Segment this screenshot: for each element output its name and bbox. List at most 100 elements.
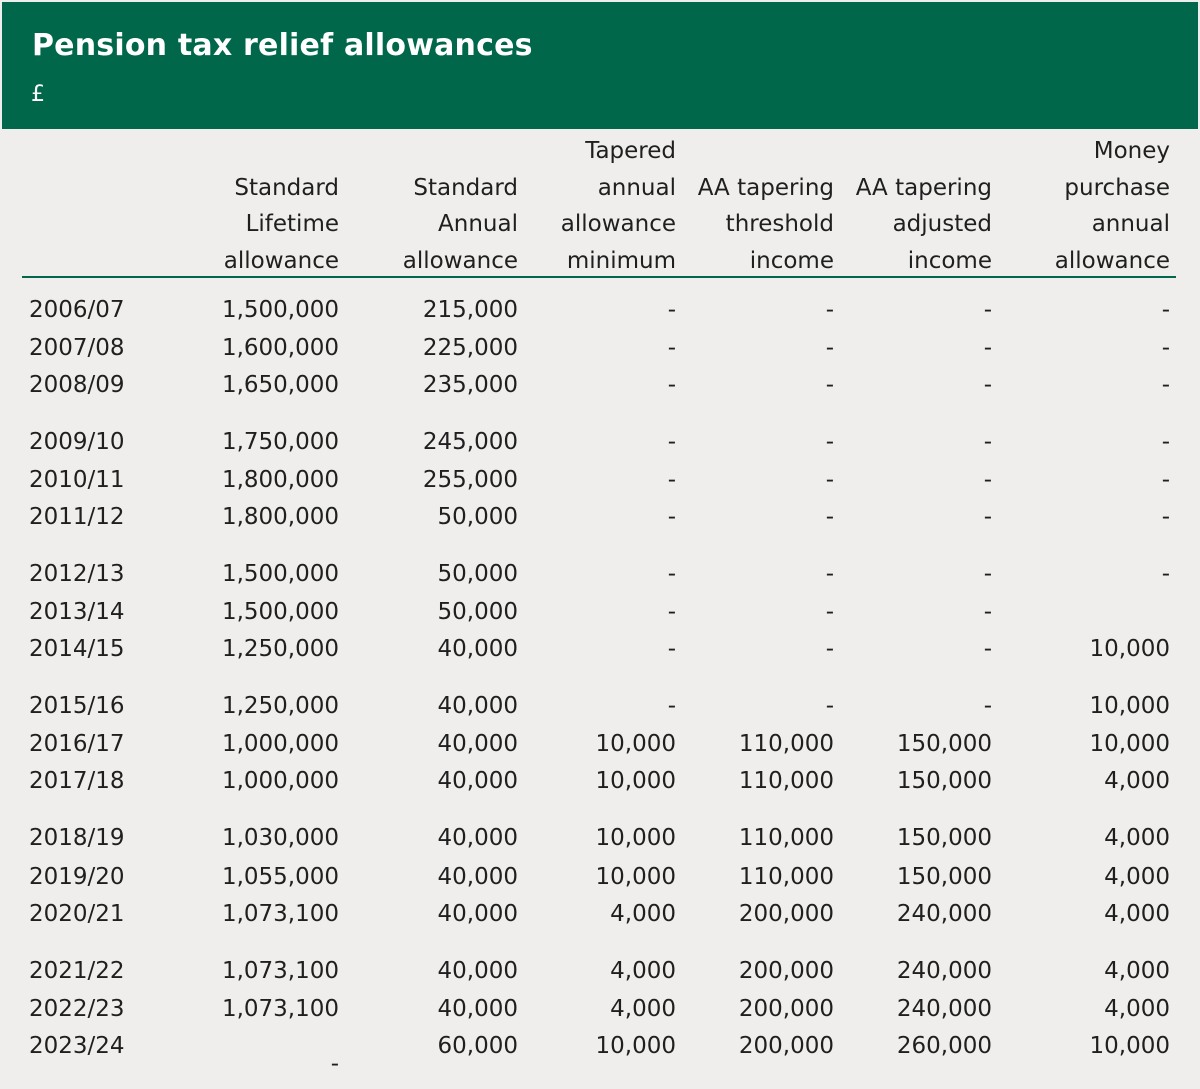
value-cell: 60,000 bbox=[437, 1033, 518, 1059]
column-header-line: minimum bbox=[566, 247, 676, 274]
year-cell: 2006/07 bbox=[29, 297, 125, 323]
value-cell: 40,000 bbox=[437, 825, 518, 851]
table-row: 2014/15 1,250,000 40,000 - - - 10,000 bbox=[0, 636, 1200, 673]
value-cell: 1,500,000 bbox=[221, 297, 339, 323]
value-cell: - bbox=[1161, 561, 1170, 587]
value-cell: 1,030,000 bbox=[221, 825, 339, 851]
column-header-line: annual bbox=[597, 174, 676, 201]
value-cell: 150,000 bbox=[896, 825, 992, 851]
value-cell: 150,000 bbox=[896, 864, 992, 890]
year-cell: 2011/12 bbox=[29, 504, 125, 530]
unit-label: £ bbox=[31, 82, 45, 107]
column-header-line: Tapered bbox=[585, 138, 676, 164]
value-cell: 10,000 bbox=[1089, 731, 1170, 757]
table-header-banner: Pension tax relief allowances £ bbox=[2, 2, 1198, 129]
value-cell: 1,800,000 bbox=[221, 504, 339, 530]
value-cell: 200,000 bbox=[738, 901, 834, 927]
value-cell: 1,600,000 bbox=[221, 335, 339, 361]
value-cell: 50,000 bbox=[437, 504, 518, 530]
column-header-line: annual bbox=[1091, 211, 1170, 237]
value-cell: - bbox=[667, 297, 676, 323]
table-row: 2020/21 1,073,100 40,000 4,000 200,000 240,00… bbox=[0, 901, 1200, 938]
value-cell: 150,000 bbox=[896, 768, 992, 794]
value-cell: 200,000 bbox=[738, 1033, 834, 1059]
value-cell: 200,000 bbox=[738, 958, 834, 984]
value-cell: - bbox=[825, 429, 834, 455]
value-cell: 40,000 bbox=[437, 864, 518, 890]
value-cell: 10,000 bbox=[595, 731, 676, 757]
value-cell: 10,000 bbox=[595, 825, 676, 851]
year-cell: 2019/20 bbox=[29, 864, 125, 890]
value-cell: 1,073,100 bbox=[221, 901, 339, 927]
value-cell: - bbox=[1161, 467, 1170, 493]
table-row: 2013/14 1,500,000 50,000 - - - bbox=[0, 599, 1200, 636]
value-cell: - bbox=[983, 504, 992, 530]
column-header-line: adjusted bbox=[892, 211, 992, 237]
value-cell: 40,000 bbox=[437, 768, 518, 794]
value-cell: - bbox=[983, 372, 992, 398]
value-cell: 4,000 bbox=[610, 996, 676, 1022]
year-cell: 2016/17 bbox=[29, 731, 125, 757]
value-cell: - bbox=[983, 693, 992, 719]
year-cell: 2017/18 bbox=[29, 768, 125, 794]
value-cell: - bbox=[983, 429, 992, 455]
table-row: 2007/08 1,600,000 225,000 - - - - bbox=[0, 335, 1200, 372]
value-cell: 1,250,000 bbox=[221, 693, 339, 719]
value-cell: 4,000 bbox=[610, 958, 676, 984]
table-row: 2015/16 1,250,000 40,000 - - - 10,000 bbox=[0, 693, 1200, 730]
table-row: 2011/12 1,800,000 50,000 - - - - bbox=[0, 504, 1200, 541]
value-cell: 4,000 bbox=[1104, 864, 1170, 890]
year-cell: 2014/15 bbox=[29, 636, 125, 662]
value-cell: 1,250,000 bbox=[221, 636, 339, 662]
column-header-line: allowance bbox=[223, 247, 339, 274]
column-header-6: Money purchase annual allowance bbox=[1055, 133, 1170, 279]
value-cell: 1,000,000 bbox=[221, 731, 339, 757]
value-cell: 40,000 bbox=[437, 996, 518, 1022]
value-cell: 200,000 bbox=[738, 996, 834, 1022]
value-cell: - bbox=[825, 297, 834, 323]
table-row: 2009/10 1,750,000 245,000 - - - - bbox=[0, 429, 1200, 466]
value-cell: 1,073,100 bbox=[221, 996, 339, 1022]
value-cell: 1,055,000 bbox=[221, 864, 339, 890]
column-header-line: AA tapering bbox=[855, 174, 992, 201]
table-row: 2008/09 1,650,000 235,000 - - - - bbox=[0, 372, 1200, 409]
value-cell: - bbox=[1161, 297, 1170, 323]
table-row: 2017/18 1,000,000 40,000 10,000 110,000 150,0… bbox=[0, 768, 1200, 805]
value-cell: 50,000 bbox=[437, 561, 518, 587]
value-cell: 4,000 bbox=[610, 901, 676, 927]
value-cell: 10,000 bbox=[595, 768, 676, 794]
value-cell: 260,000 bbox=[896, 1033, 992, 1059]
value-cell: - bbox=[825, 561, 834, 587]
value-cell: - bbox=[667, 693, 676, 719]
value-cell: - bbox=[667, 636, 676, 662]
year-cell: 2007/08 bbox=[29, 335, 125, 361]
value-cell: 4,000 bbox=[1104, 958, 1170, 984]
table-row: 2010/11 1,800,000 255,000 - - - - bbox=[0, 467, 1200, 504]
value-cell: - bbox=[667, 561, 676, 587]
value-cell: 1,800,000 bbox=[221, 467, 339, 493]
value-cell: 10,000 bbox=[1089, 1033, 1170, 1059]
column-header-line: AA tapering bbox=[697, 174, 834, 201]
value-cell: - bbox=[825, 693, 834, 719]
value-cell: 240,000 bbox=[896, 996, 992, 1022]
column-header-line: Lifetime bbox=[245, 211, 339, 237]
value-cell: 150,000 bbox=[896, 731, 992, 757]
value-cell: 110,000 bbox=[738, 825, 834, 851]
year-cell: 2015/16 bbox=[29, 693, 125, 719]
column-header-2: Standard Annual allowance bbox=[403, 133, 518, 279]
value-cell: 4,000 bbox=[1104, 901, 1170, 927]
value-cell: - bbox=[667, 429, 676, 455]
value-cell: 4,000 bbox=[1104, 996, 1170, 1022]
value-cell: - bbox=[825, 467, 834, 493]
year-cell: 2022/23 bbox=[29, 996, 125, 1022]
column-header-line: Standard bbox=[413, 174, 518, 201]
value-cell: - bbox=[825, 599, 834, 625]
value-cell: 1,500,000 bbox=[221, 561, 339, 587]
column-header-line: allowance bbox=[560, 211, 676, 237]
year-cell: 2020/21 bbox=[29, 901, 125, 927]
column-header-line: income bbox=[907, 247, 992, 274]
table-row: 2006/07 1,500,000 215,000 - - - - bbox=[0, 297, 1200, 334]
value-cell: - bbox=[825, 335, 834, 361]
value-cell: 10,000 bbox=[1089, 693, 1170, 719]
table-row: 2022/23 1,073,100 40,000 4,000 200,000 240,00… bbox=[0, 996, 1200, 1033]
